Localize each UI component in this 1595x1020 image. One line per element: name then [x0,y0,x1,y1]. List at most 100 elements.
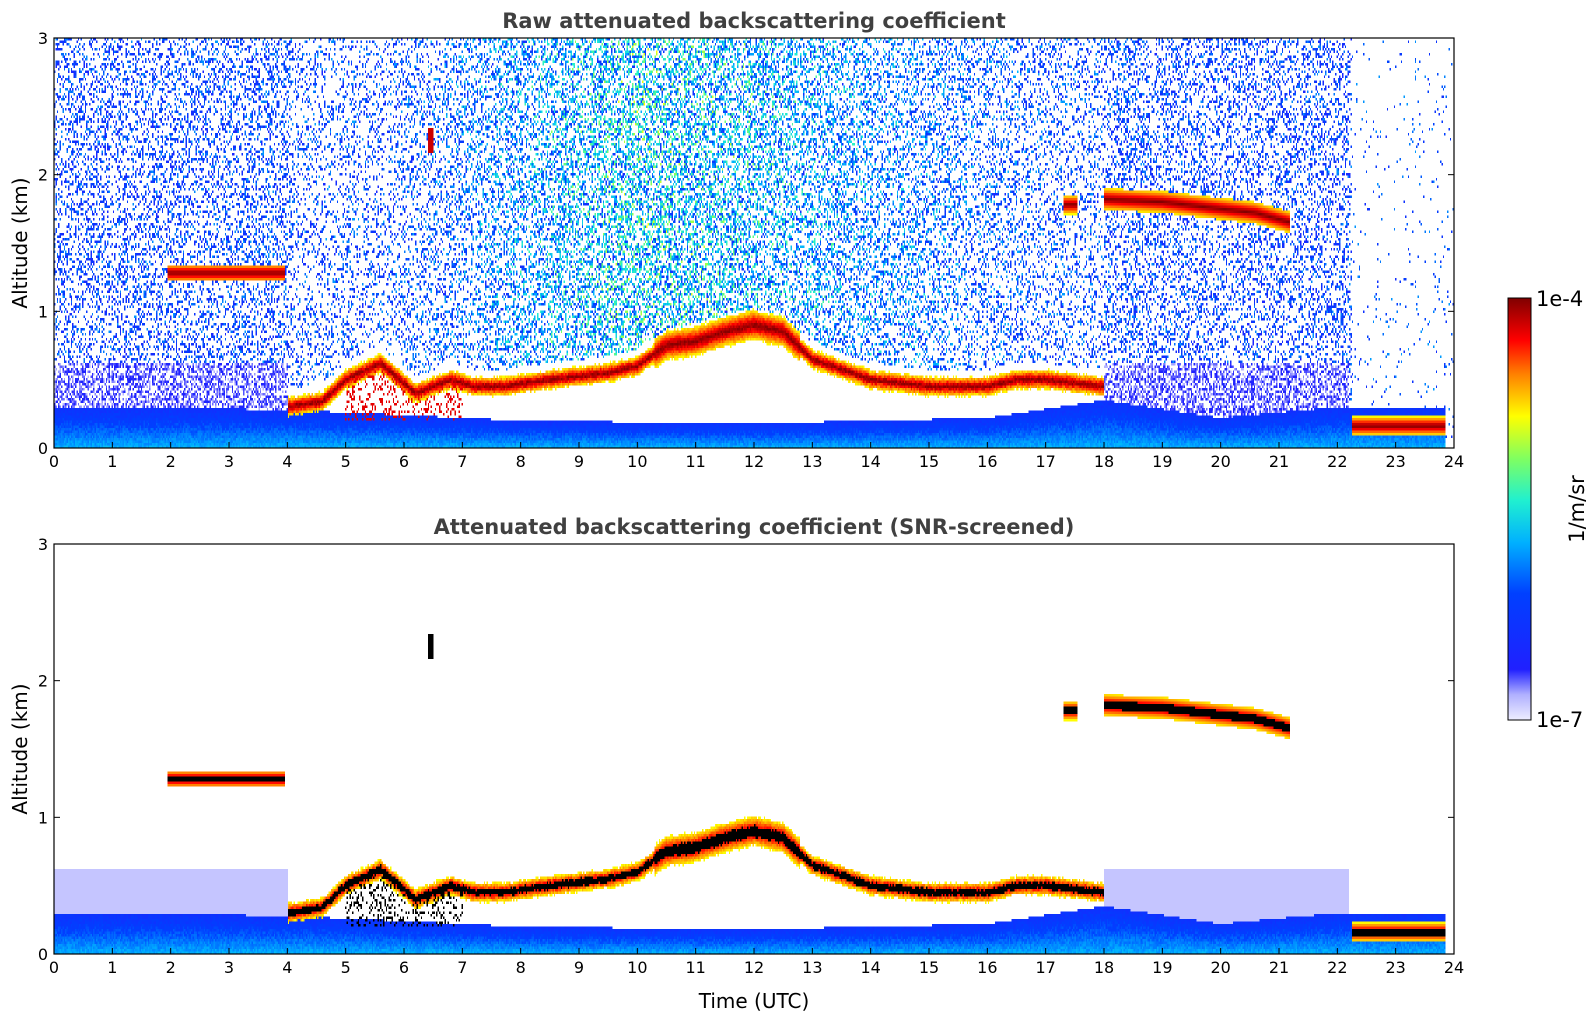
x-tick-label: 4 [282,452,292,471]
heatmap-cells [797,270,799,273]
heatmap-cells [646,225,648,228]
y-tick-label: 2 [38,672,48,691]
heatmap-cells [635,123,637,126]
heatmap-cells [383,198,1278,398]
x-tick-label: 18 [1094,958,1114,977]
x-tick-label: 5 [341,958,351,977]
x-tick-label: 11 [685,452,705,471]
x-tick-label: 8 [516,958,526,977]
x-tick-label: 12 [744,958,764,977]
heatmap-cells [167,634,1446,937]
heatmap-cells [615,130,617,133]
heatmap-cells [84,939,1421,952]
heatmap-cells [647,223,649,226]
x-tick-label: 24 [1444,452,1464,471]
panel-raw: Raw attenuated backscattering coefficien… [8,9,1464,471]
heatmap-cells [678,88,680,91]
x-tick-label: 0 [49,452,59,471]
heatmap-cells [56,911,1435,939]
x-tick-label: 6 [399,958,409,977]
colorbar-unit-label: 1/m/sr [1565,475,1589,543]
heatmap-cells [761,135,763,138]
heatmap-cells [607,175,609,178]
x-tick-label: 15 [919,452,939,471]
heatmap-cells [699,95,701,98]
heatmap-cells [514,58,774,293]
x-tick-label: 3 [224,958,234,977]
heatmap-cells [630,123,633,126]
heatmap-cells [532,43,770,321]
heatmap-cells [647,143,651,153]
x-tick-label: 20 [1210,958,1230,977]
heatmap-cells [458,696,1261,899]
heatmap-cells [75,949,1397,954]
heatmap-cells [623,288,626,291]
heatmap-cells [633,43,635,46]
y-tick-label: 3 [38,535,48,554]
x-tick-label: 10 [627,452,647,471]
heatmap-cells [101,941,1439,954]
heatmap-cells [709,300,711,303]
heatmap-cells [660,83,662,86]
panel-screened-x-ticks: 0 1 2 3 4 5 6 7 8 9 10 11 12 13 14 15 16 17 18 19 20 21 22 23 24 [49,948,1464,977]
heatmap-cells [747,160,749,163]
heatmap-cells [126,38,1391,448]
heatmap-cells [796,80,798,83]
heatmap-cells [763,298,766,301]
heatmap-cells [573,280,575,283]
heatmap-cells [626,203,628,206]
panel-raw-x-ticks: 0 1 2 3 4 5 6 7 8 9 10 11 12 13 14 15 16 17 18 19 20 21 22 23 24 [49,442,1464,471]
heatmap-cells [642,130,644,133]
panel-screened-y-ticks: 0 1 2 3 [38,535,1454,964]
panel-raw-heatmap [54,38,1454,448]
heatmap-cells [58,924,1352,947]
panel-screened-heatmap [54,634,1446,954]
heatmap-cells [618,243,620,246]
heatmap-cells [674,98,676,101]
heatmap-cells [58,916,1351,942]
heatmap-cells [622,208,624,211]
heatmap-cells [749,140,752,143]
heatmap-cells [685,223,687,226]
heatmap-cells [643,53,645,56]
heatmap-cells [702,100,704,103]
y-tick-label: 0 [38,945,48,964]
heatmap-cells [699,130,701,133]
x-tick-label: 17 [1035,958,1055,977]
heatmap-cells [738,849,740,852]
x-tick-label: 9 [574,452,584,471]
x-tick-label: 12 [744,452,764,471]
panel-raw-y-ticks: 0 1 2 3 [38,29,1454,458]
heatmap-cells [108,926,1420,947]
heatmap-cells [54,40,1445,428]
heatmap-cells [66,919,1340,944]
y-tick-label: 3 [38,29,48,48]
x-tick-label: 15 [919,958,939,977]
panel-raw-y-label: Altitude (km) [8,177,32,308]
heatmap-cells [608,170,610,173]
panel-raw-title: Raw attenuated backscattering coefficien… [502,9,1006,33]
heatmap-cells [478,45,899,353]
panel-screened-y-label: Altitude (km) [8,683,32,814]
heatmap-cells [62,939,1405,952]
heatmap-cells [59,906,1443,934]
x-tick-label: 22 [1327,958,1347,977]
heatmap-cells [614,180,616,183]
heatmap-cells [752,100,754,103]
heatmap-cells [650,208,652,211]
heatmap-cells [661,88,663,91]
heatmap-cells [643,90,645,93]
heatmap-cells [54,869,1349,924]
heatmap-cells [665,245,668,248]
x-tick-label: 1 [107,452,117,471]
colorbar-gradient [1507,297,1532,721]
x-tick-label: 0 [49,958,59,977]
heatmap-cells [586,273,588,276]
heatmap-cells [724,63,726,66]
heatmap-cells [126,946,1424,954]
x-tick-label: 7 [457,452,467,471]
heatmap-cells [665,215,668,218]
heatmap-cells [58,909,1446,934]
x-tick-label: 22 [1327,452,1347,471]
